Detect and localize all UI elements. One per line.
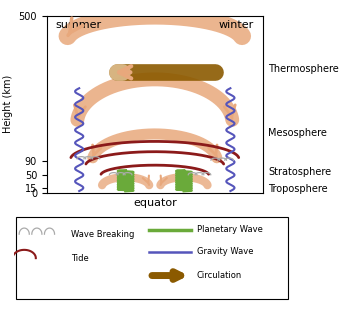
Text: summer: summer — [55, 20, 102, 30]
X-axis label: equator: equator — [133, 198, 177, 208]
Text: Mesosphere: Mesosphere — [268, 128, 327, 137]
Text: Circulation: Circulation — [197, 271, 242, 280]
Text: winter: winter — [219, 20, 254, 30]
Text: Thermosphere: Thermosphere — [268, 64, 339, 74]
Text: Stratosphere: Stratosphere — [268, 167, 331, 177]
Text: Planetary Wave: Planetary Wave — [197, 225, 263, 234]
Text: Wave Breaking: Wave Breaking — [71, 230, 134, 239]
Text: Troposphere: Troposphere — [268, 184, 328, 194]
Y-axis label: Height (km): Height (km) — [3, 75, 13, 133]
Text: Gravity Wave: Gravity Wave — [197, 247, 253, 256]
FancyBboxPatch shape — [16, 217, 288, 299]
Text: Tide: Tide — [71, 254, 88, 262]
